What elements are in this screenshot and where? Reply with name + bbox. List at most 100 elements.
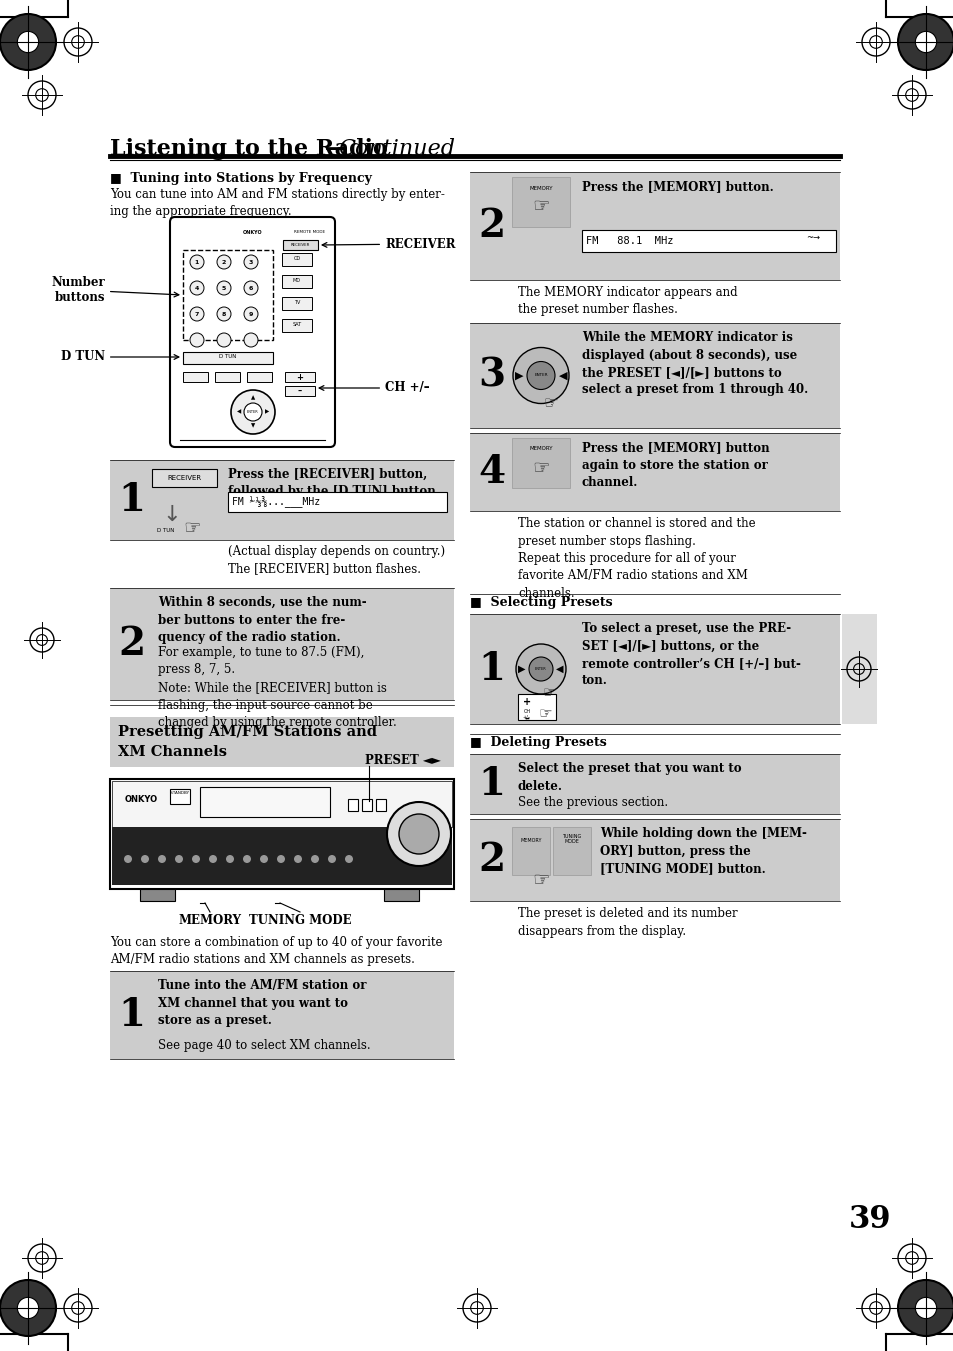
Circle shape (244, 332, 257, 347)
Text: MEMORY: MEMORY (178, 915, 241, 927)
Circle shape (17, 1297, 39, 1319)
Text: –: – (524, 713, 529, 724)
Text: The station or channel is stored and the
preset number stops flashing.
Repeat th: The station or channel is stored and the… (517, 517, 755, 600)
Text: CD: CD (294, 257, 300, 262)
Text: SAT: SAT (292, 323, 301, 327)
Text: 2: 2 (118, 626, 146, 663)
Text: ·STANDBY: ·STANDBY (170, 790, 190, 794)
Text: ▶: ▶ (517, 663, 525, 674)
Bar (470, 613, 840, 724)
Text: —: — (325, 138, 347, 159)
Circle shape (190, 281, 204, 295)
Text: ◀: ◀ (558, 370, 567, 381)
Circle shape (124, 855, 132, 863)
Text: Select the preset that you want to
delete.: Select the preset that you want to delet… (517, 762, 740, 793)
Text: +: + (522, 697, 531, 707)
FancyBboxPatch shape (170, 218, 335, 447)
Bar (512, 438, 569, 488)
Circle shape (243, 855, 251, 863)
Circle shape (260, 855, 268, 863)
Text: Number
buttons: Number buttons (51, 276, 178, 304)
Text: Listening to the Radio: Listening to the Radio (110, 138, 388, 159)
Text: ☞: ☞ (532, 871, 549, 890)
Text: CH +/–: CH +/– (319, 381, 429, 394)
Text: 1: 1 (118, 481, 146, 519)
Bar (140, 889, 174, 901)
Bar (285, 372, 314, 382)
Text: 5: 5 (222, 285, 226, 290)
Text: D TUN: D TUN (219, 354, 236, 359)
Bar (282, 297, 312, 309)
Text: See page 40 to select XM channels.: See page 40 to select XM channels. (158, 1039, 370, 1052)
Bar (581, 230, 835, 253)
Text: While holding down the [MEM-
ORY] button, press the
[TUNING MODE] button.: While holding down the [MEM- ORY] button… (599, 827, 806, 875)
Bar (361, 798, 372, 811)
Text: ◀: ◀ (556, 663, 563, 674)
Bar (470, 754, 840, 815)
Bar (285, 386, 314, 396)
Text: ■  Selecting Presets: ■ Selecting Presets (470, 596, 612, 609)
Text: ☞: ☞ (532, 197, 549, 216)
Circle shape (174, 855, 183, 863)
Text: Presetting AM/FM Stations and
XM Channels: Presetting AM/FM Stations and XM Channel… (118, 725, 376, 758)
Circle shape (216, 307, 231, 322)
Bar (110, 459, 454, 540)
Text: 6: 6 (249, 285, 253, 290)
Text: ↓: ↓ (163, 505, 181, 526)
Circle shape (244, 281, 257, 295)
Bar (110, 717, 454, 767)
Text: ☞: ☞ (537, 707, 551, 721)
Text: The preset is deleted and its number
disappears from the display.: The preset is deleted and its number dis… (517, 907, 737, 938)
Circle shape (231, 390, 274, 434)
Circle shape (190, 255, 204, 269)
Text: FM ⅟⅓⅜...___MHz: FM ⅟⅓⅜...___MHz (232, 496, 320, 508)
Circle shape (158, 855, 166, 863)
Circle shape (0, 1279, 56, 1336)
Circle shape (328, 855, 335, 863)
Text: 4: 4 (478, 453, 505, 490)
Circle shape (216, 281, 231, 295)
Text: RECEIVER: RECEIVER (291, 243, 310, 247)
Circle shape (216, 332, 231, 347)
Circle shape (897, 1279, 953, 1336)
Text: PRESET ◄►: PRESET ◄► (365, 754, 440, 767)
Text: 2: 2 (478, 842, 505, 880)
Bar (282, 319, 312, 332)
Text: ENTER: ENTER (247, 409, 258, 413)
Circle shape (387, 802, 451, 866)
Circle shape (526, 362, 555, 389)
Circle shape (244, 255, 257, 269)
Text: MD: MD (293, 278, 301, 284)
Bar (470, 323, 840, 428)
Bar (553, 827, 590, 875)
Text: 7: 7 (194, 312, 199, 316)
Text: You can store a combination of up to 40 of your favorite
AM/FM radio stations an: You can store a combination of up to 40 … (110, 936, 442, 966)
Text: 2: 2 (478, 207, 505, 245)
Bar (282, 253, 312, 266)
Text: D TUN: D TUN (61, 350, 178, 363)
Text: ☞: ☞ (543, 394, 558, 412)
Circle shape (244, 307, 257, 322)
Bar (470, 819, 840, 901)
Text: MEMORY: MEMORY (519, 839, 541, 843)
Text: REMOTE MODE: REMOTE MODE (294, 230, 325, 234)
Circle shape (914, 1297, 936, 1319)
Text: The MEMORY indicator appears and
the preset number flashes.: The MEMORY indicator appears and the pre… (517, 286, 737, 316)
Text: ☞: ☞ (183, 519, 200, 538)
Circle shape (276, 855, 285, 863)
Text: ▼: ▼ (251, 423, 254, 428)
Circle shape (897, 14, 953, 70)
Bar (183, 250, 273, 340)
Circle shape (345, 855, 353, 863)
Text: Press the [MEMORY] button
again to store the station or
channel.: Press the [MEMORY] button again to store… (581, 440, 769, 489)
Bar (375, 798, 386, 811)
Text: 39: 39 (848, 1205, 890, 1236)
Circle shape (190, 332, 204, 347)
Text: ENTER: ENTER (534, 373, 547, 377)
Text: Continued: Continued (337, 138, 455, 159)
Bar (348, 798, 357, 811)
Text: –: – (297, 386, 302, 396)
Circle shape (0, 14, 56, 70)
Bar (512, 177, 569, 227)
Text: ▶: ▶ (515, 370, 522, 381)
